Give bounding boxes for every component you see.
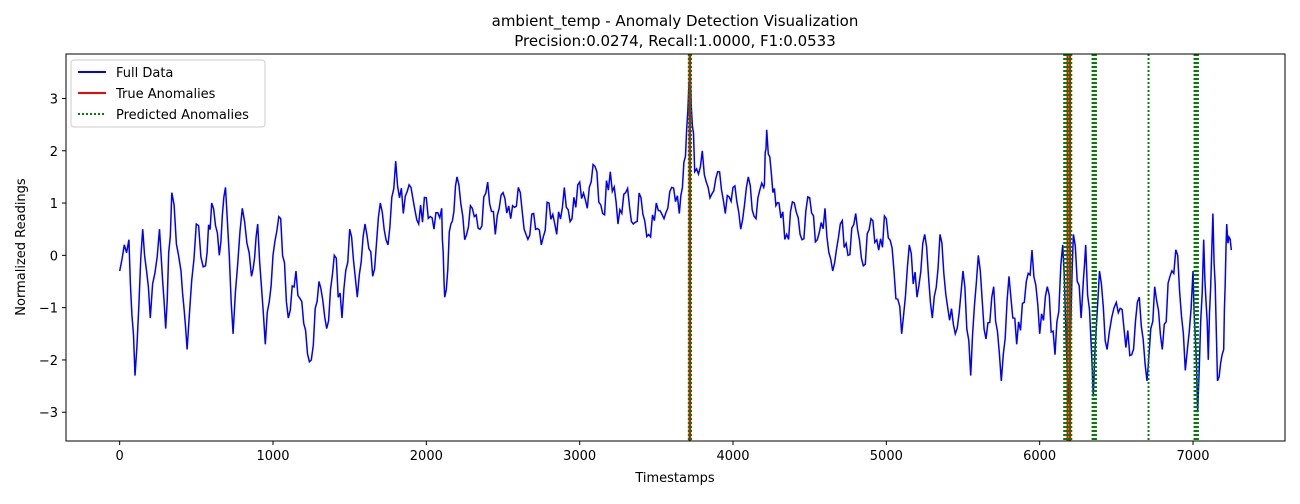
legend-label-predicted-anomalies: Predicted Anomalies [116, 108, 249, 123]
x-tick-label: 5000 [870, 449, 903, 464]
axis-ticks: 0 1000 2000 3000 4000 5000 6000 7000 −3 −2 −1 0 1 2 3 [39, 92, 1210, 464]
x-tick-label: 1000 [256, 449, 289, 464]
x-tick-label: 3000 [563, 449, 596, 464]
legend-label-true-anomalies: True Anomalies [115, 87, 216, 102]
legend-box [70, 59, 266, 128]
y-axis-label: Normalized Readings [14, 178, 29, 316]
axes-frame [65, 53, 1286, 442]
x-tick-label: 4000 [716, 449, 749, 464]
y-tick-label: 2 [50, 145, 58, 160]
y-tick-label: 0 [50, 249, 58, 264]
y-tick-label: −1 [39, 302, 58, 317]
x-axis-label: Timestamps [634, 471, 715, 486]
x-tick-label: 7000 [1176, 449, 1209, 464]
legend: Full Data True Anomalies Predicted Anoma… [70, 59, 266, 128]
x-tick-label: 0 [116, 449, 124, 464]
chart-title: ambient_temp - Anomaly Detection Visuali… [492, 12, 859, 31]
x-tick-label: 2000 [410, 449, 443, 464]
y-tick-label: −2 [39, 354, 58, 369]
x-tick-label: 6000 [1023, 449, 1056, 464]
y-tick-label: −3 [39, 406, 58, 421]
y-tick-label: 1 [50, 197, 58, 212]
legend-label-full-data: Full Data [116, 66, 173, 81]
chart-subtitle: Precision:0.0274, Recall:1.0000, F1:0.05… [514, 32, 836, 50]
plot-area [118, 54, 1233, 441]
y-tick-label: 3 [50, 92, 58, 107]
